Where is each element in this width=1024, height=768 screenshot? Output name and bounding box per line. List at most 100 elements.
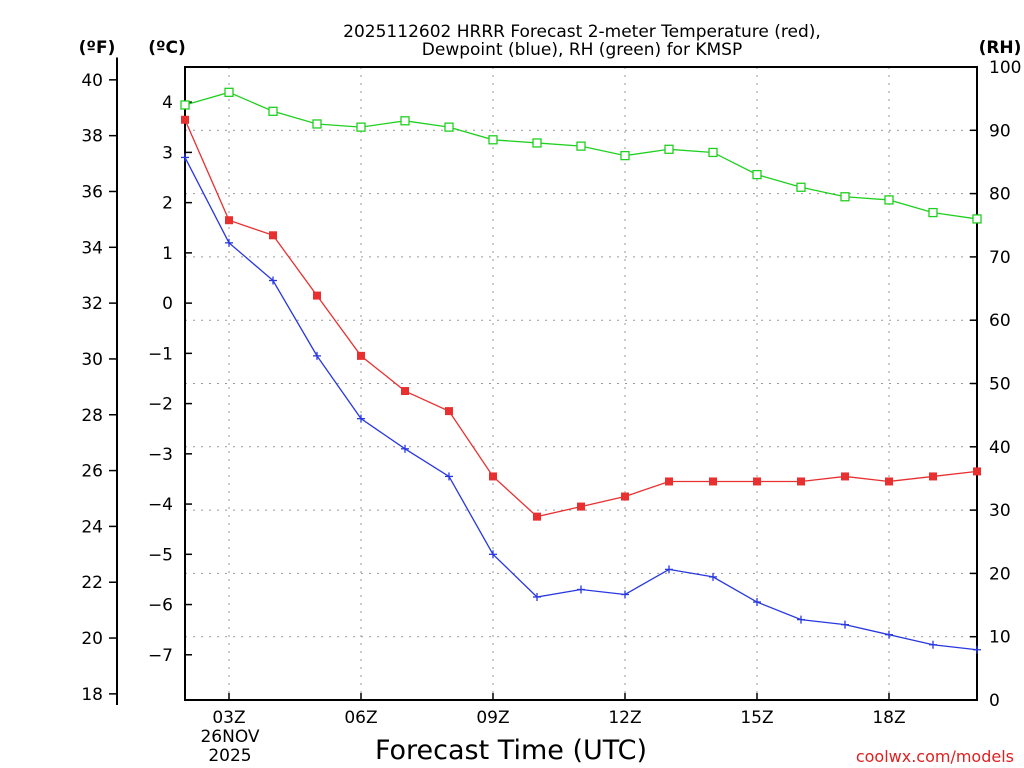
unit-label-celsius: (ºC) bbox=[148, 38, 186, 58]
temperature-point bbox=[665, 477, 673, 486]
celsius-tick-label: −7 bbox=[148, 646, 173, 666]
dewpoint-point bbox=[709, 572, 717, 581]
rh-point bbox=[488, 135, 498, 145]
time-tick-label: 03Z bbox=[212, 708, 245, 728]
dewpoint-point bbox=[973, 645, 981, 654]
date-label-day: 26NOV bbox=[200, 727, 259, 747]
temperature-point bbox=[401, 387, 409, 396]
rh-point bbox=[972, 214, 982, 224]
dewpoint-point bbox=[225, 238, 233, 247]
rh-point bbox=[224, 87, 234, 97]
rh-tick-label: 70 bbox=[989, 248, 1011, 268]
dewpoint-point bbox=[577, 585, 585, 594]
celsius-tick-label: −2 bbox=[148, 395, 173, 415]
fahrenheit-tick-label: 26 bbox=[81, 462, 103, 482]
fahrenheit-tick-label: 18 bbox=[81, 685, 103, 705]
fahrenheit-tick-label: 20 bbox=[81, 629, 103, 649]
rh-point bbox=[620, 150, 630, 161]
rh-point bbox=[444, 122, 454, 132]
x-axis-title: Forecast Time (UTC) bbox=[375, 735, 647, 766]
fahrenheit-tick-label: 40 bbox=[81, 71, 103, 91]
time-tick-label: 09Z bbox=[476, 708, 509, 728]
grid-lines bbox=[185, 67, 977, 700]
rh-tick-label: 30 bbox=[989, 501, 1011, 521]
rh-point bbox=[796, 182, 806, 192]
temperature-point bbox=[181, 115, 189, 124]
rh-point bbox=[576, 141, 586, 151]
rh-point bbox=[708, 147, 718, 158]
rh-point bbox=[400, 116, 410, 126]
chart-title-line2: Dewpoint (blue), RH (green) for KMSP bbox=[422, 40, 742, 60]
temperature-point bbox=[225, 216, 233, 225]
temperature-point bbox=[313, 291, 321, 300]
tick-marks: 40383634323028262422201843210−1−2−3−4−5−… bbox=[81, 58, 1021, 728]
data-series bbox=[180, 87, 982, 654]
rh-point bbox=[752, 169, 762, 180]
chart-title-line1: 2025112602 HRRR Forecast 2-meter Tempera… bbox=[343, 22, 821, 42]
rh-point bbox=[840, 192, 850, 202]
rh-point bbox=[356, 122, 366, 132]
temperature-point bbox=[577, 502, 585, 511]
dewpoint-point bbox=[269, 276, 277, 285]
fahrenheit-tick-label: 36 bbox=[81, 182, 103, 202]
time-tick-label: 18Z bbox=[872, 708, 905, 728]
rh-line bbox=[184, 91, 978, 220]
unit-label-rh: (RH) bbox=[979, 38, 1022, 58]
dewpoint-point bbox=[665, 565, 673, 574]
celsius-tick-label: 3 bbox=[162, 143, 173, 163]
dewpoint-point bbox=[841, 620, 849, 629]
temperature-point bbox=[357, 351, 365, 360]
temperature-point bbox=[929, 472, 937, 481]
rh-tick-label: 40 bbox=[989, 438, 1011, 458]
dewpoint-point bbox=[753, 598, 761, 607]
temperature-point bbox=[489, 472, 497, 481]
dewpoint-point bbox=[181, 153, 189, 162]
fahrenheit-tick-label: 30 bbox=[81, 350, 103, 370]
celsius-tick-label: 4 bbox=[162, 93, 173, 113]
fahrenheit-tick-label: 22 bbox=[81, 573, 103, 593]
credit-text: coolwx.com/models bbox=[856, 747, 1014, 766]
dewpoint-point bbox=[621, 590, 629, 599]
celsius-tick-label: 1 bbox=[162, 244, 173, 264]
fahrenheit-tick-label: 38 bbox=[81, 127, 103, 147]
rh-tick-label: 10 bbox=[989, 628, 1011, 648]
fahrenheit-tick-label: 32 bbox=[81, 294, 103, 314]
fahrenheit-tick-label: 24 bbox=[81, 517, 103, 537]
dewpoint-point bbox=[401, 444, 409, 453]
rh-tick-label: 80 bbox=[989, 185, 1011, 205]
dewpoint-point bbox=[797, 615, 805, 624]
rh-point bbox=[664, 144, 674, 154]
rh-tick-label: 20 bbox=[989, 564, 1011, 584]
dewpoint-point bbox=[489, 550, 497, 559]
temperature-point bbox=[445, 407, 453, 416]
rh-point bbox=[884, 195, 894, 205]
dewpoint-point bbox=[357, 414, 365, 423]
rh-tick-label: 60 bbox=[989, 311, 1011, 331]
celsius-tick-label: −6 bbox=[148, 596, 173, 616]
rh-tick-label: 50 bbox=[989, 375, 1011, 395]
rh-tick-label: 100 bbox=[989, 58, 1021, 78]
rh-point bbox=[268, 106, 278, 116]
dewpoint-point bbox=[445, 472, 453, 481]
unit-label-fahrenheit: (ºF) bbox=[79, 38, 116, 58]
dewpoint-point bbox=[885, 630, 893, 639]
rh-tick-label: 90 bbox=[989, 121, 1011, 141]
rh-tick-label: 0 bbox=[989, 691, 1000, 711]
temperature-point bbox=[709, 477, 717, 486]
time-tick-label: 15Z bbox=[740, 708, 773, 728]
dewpoint-point bbox=[929, 640, 937, 649]
rh-point bbox=[312, 119, 322, 129]
axes bbox=[116, 57, 978, 706]
rh-point bbox=[928, 207, 938, 218]
rh-point bbox=[532, 138, 542, 148]
time-tick-label: 06Z bbox=[344, 708, 377, 728]
temperature-point bbox=[797, 477, 805, 486]
celsius-tick-label: −1 bbox=[148, 344, 173, 364]
temperature-point bbox=[533, 512, 541, 521]
temperature-point bbox=[885, 477, 893, 486]
dewpoint-point bbox=[533, 593, 541, 602]
celsius-tick-label: 2 bbox=[162, 194, 173, 214]
fahrenheit-tick-label: 28 bbox=[81, 406, 103, 426]
temperature-point bbox=[621, 492, 629, 501]
